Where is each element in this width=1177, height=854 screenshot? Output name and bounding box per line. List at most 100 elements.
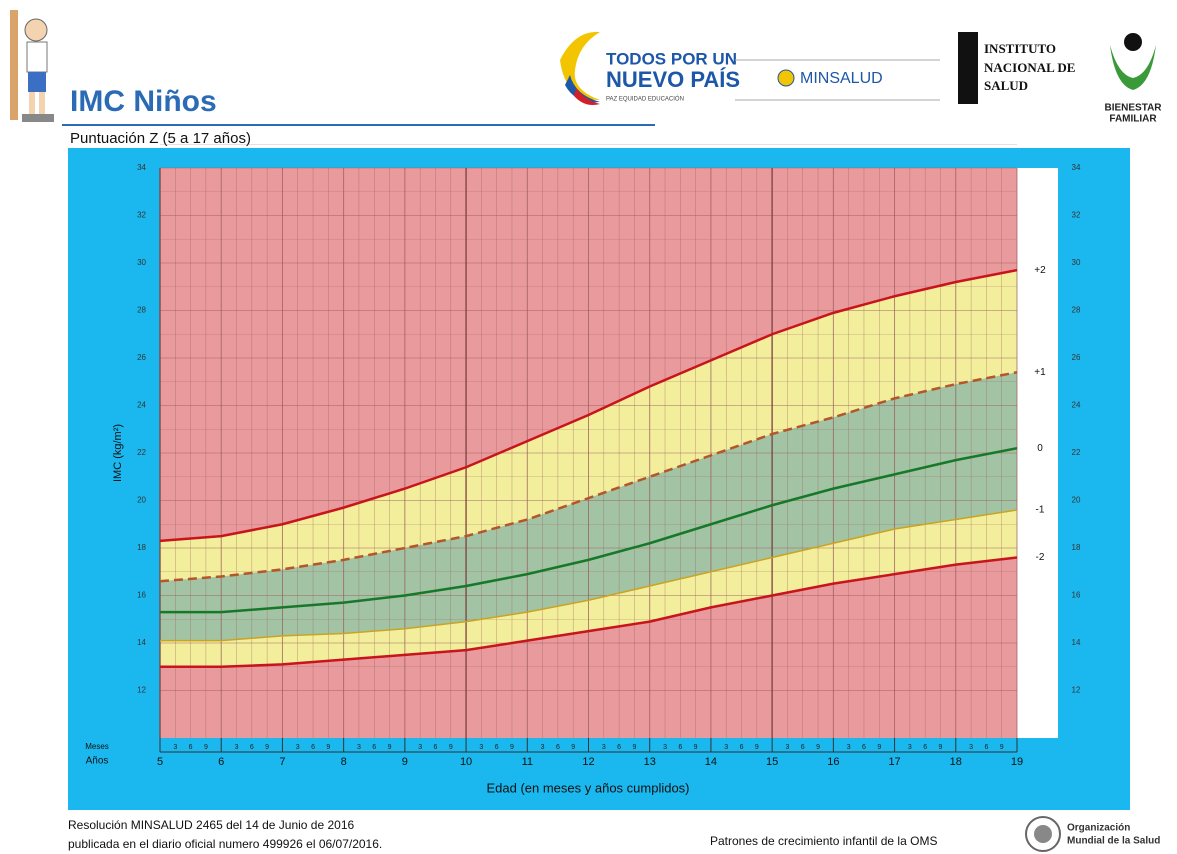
month-tick-label: 9 bbox=[816, 744, 820, 751]
years-label: Años bbox=[86, 756, 109, 767]
month-tick-label: 6 bbox=[372, 744, 376, 751]
logo-text: FAMILIAR bbox=[1109, 114, 1157, 125]
z-line bbox=[159, 268, 1018, 543]
month-tick-label: 9 bbox=[1000, 744, 1004, 751]
y-tick-label: 22 bbox=[137, 448, 146, 457]
month-tick-label: 6 bbox=[801, 744, 805, 751]
month-tick-label: 3 bbox=[296, 744, 300, 751]
x-tick-label: 9 bbox=[402, 756, 408, 768]
month-tick-label: 9 bbox=[204, 744, 208, 751]
month-tick-label: 3 bbox=[418, 744, 422, 751]
y-tick-label: 12 bbox=[1072, 686, 1081, 695]
month-tick-label: 6 bbox=[984, 744, 988, 751]
z-line bbox=[160, 447, 1018, 614]
month-tick-label: 9 bbox=[694, 744, 698, 751]
x-tick-label: 5 bbox=[157, 756, 163, 768]
y-tick-label: 26 bbox=[137, 353, 146, 362]
month-tick-label: 9 bbox=[571, 744, 575, 751]
logo-text: SALUD bbox=[984, 78, 1028, 93]
y-tick-label: 32 bbox=[1072, 211, 1081, 220]
month-tick-label: 9 bbox=[632, 744, 636, 751]
logo-text: NACIONAL DE bbox=[984, 60, 1075, 75]
y-tick-label: 18 bbox=[137, 543, 146, 552]
y-tick-label: 24 bbox=[1072, 401, 1081, 410]
x-tick-label: 8 bbox=[341, 756, 347, 768]
x-tick-label: 19 bbox=[1011, 756, 1023, 768]
series-label: -2 bbox=[1036, 552, 1045, 563]
month-tick-label: 3 bbox=[969, 744, 973, 751]
x-tick-label: 13 bbox=[644, 756, 656, 768]
x-tick-label: 18 bbox=[950, 756, 962, 768]
month-tick-label: 6 bbox=[311, 744, 315, 751]
y-tick-label: 22 bbox=[1072, 448, 1081, 457]
x-tick-label: 12 bbox=[582, 756, 594, 768]
x-tick-label: 6 bbox=[218, 756, 224, 768]
y-tick-label: 20 bbox=[1072, 496, 1081, 505]
logo-text: Mundial de la Salud bbox=[1067, 836, 1160, 847]
month-tick-label: 6 bbox=[678, 744, 682, 751]
footer-text: Resolución MINSALUD 2465 del 14 de Junio… bbox=[68, 818, 355, 832]
child-icon bbox=[10, 10, 54, 122]
month-tick-label: 3 bbox=[663, 744, 667, 751]
months-label: Meses bbox=[85, 742, 109, 751]
y-tick-label: 26 bbox=[1072, 353, 1081, 362]
logo-text: PAZ EQUIDAD EDUCACIÓN bbox=[606, 96, 684, 103]
y-tick-label: 34 bbox=[1072, 163, 1081, 172]
icbf-logo: BIENESTAR FAMILIAR bbox=[1104, 33, 1162, 125]
month-tick-label: 9 bbox=[510, 744, 514, 751]
plot bbox=[159, 144, 1018, 753]
month-tick-label: 3 bbox=[602, 744, 606, 751]
z-line bbox=[160, 556, 1018, 668]
month-tick-label: 6 bbox=[434, 744, 438, 751]
month-tick-label: 3 bbox=[908, 744, 912, 751]
x-tick-label: 11 bbox=[522, 756, 533, 768]
x-tick-label: 15 bbox=[766, 756, 778, 768]
month-tick-label: 3 bbox=[724, 744, 728, 751]
series-label: 0 bbox=[1037, 443, 1043, 454]
month-tick-label: 6 bbox=[923, 744, 927, 751]
month-tick-label: 6 bbox=[250, 744, 254, 751]
month-tick-label: 9 bbox=[755, 744, 759, 751]
logo-text: Organización bbox=[1067, 823, 1130, 834]
y-tick-label: 20 bbox=[137, 496, 146, 505]
y-tick-label: 28 bbox=[1072, 306, 1081, 315]
logo-text: INSTITUTO bbox=[984, 41, 1056, 56]
month-tick-label: 3 bbox=[541, 744, 545, 751]
y-axis-title: IMC (kg/m²) bbox=[112, 424, 124, 482]
x-axis-title: Edad (en meses y años cumplidos) bbox=[486, 780, 689, 795]
month-tick-label: 3 bbox=[173, 744, 177, 751]
month-tick-label: 3 bbox=[847, 744, 851, 751]
month-tick-label: 9 bbox=[265, 744, 269, 751]
z-line bbox=[159, 371, 1018, 583]
ins-logo: INSTITUTO NACIONAL DE SALUD bbox=[958, 32, 1075, 104]
subtitle: Puntuación Z (5 a 17 años) bbox=[70, 130, 251, 147]
footer-text: publicada en el diario oficial numero 49… bbox=[68, 837, 382, 851]
series-label: -1 bbox=[1036, 505, 1045, 516]
y-tick-label: 12 bbox=[137, 686, 146, 695]
x-tick-label: 17 bbox=[888, 756, 900, 768]
month-tick-label: 3 bbox=[235, 744, 239, 751]
month-tick-label: 9 bbox=[326, 744, 330, 751]
month-tick-label: 9 bbox=[939, 744, 943, 751]
month-tick-label: 6 bbox=[617, 744, 621, 751]
label-column bbox=[1017, 168, 1058, 738]
logo-text: NUEVO PAÍS bbox=[606, 67, 740, 92]
y-tick-label: 34 bbox=[137, 163, 146, 172]
logo-text: TODOS POR UN bbox=[606, 49, 737, 68]
month-tick-label: 3 bbox=[785, 744, 789, 751]
month-tick-label: 9 bbox=[388, 744, 392, 751]
month-tick-label: 9 bbox=[877, 744, 881, 751]
month-tick-label: 6 bbox=[495, 744, 499, 751]
y-tick-label: 30 bbox=[137, 258, 146, 267]
month-tick-label: 6 bbox=[556, 744, 560, 751]
x-tick-label: 14 bbox=[705, 756, 717, 768]
series-label: +2 bbox=[1034, 265, 1046, 276]
x-tick-label: 10 bbox=[460, 756, 472, 768]
month-tick-label: 6 bbox=[740, 744, 744, 751]
month-tick-label: 9 bbox=[449, 744, 453, 751]
y-tick-label: 18 bbox=[1072, 543, 1081, 552]
month-tick-label: 3 bbox=[357, 744, 361, 751]
logo-text: BIENESTAR bbox=[1104, 103, 1162, 114]
